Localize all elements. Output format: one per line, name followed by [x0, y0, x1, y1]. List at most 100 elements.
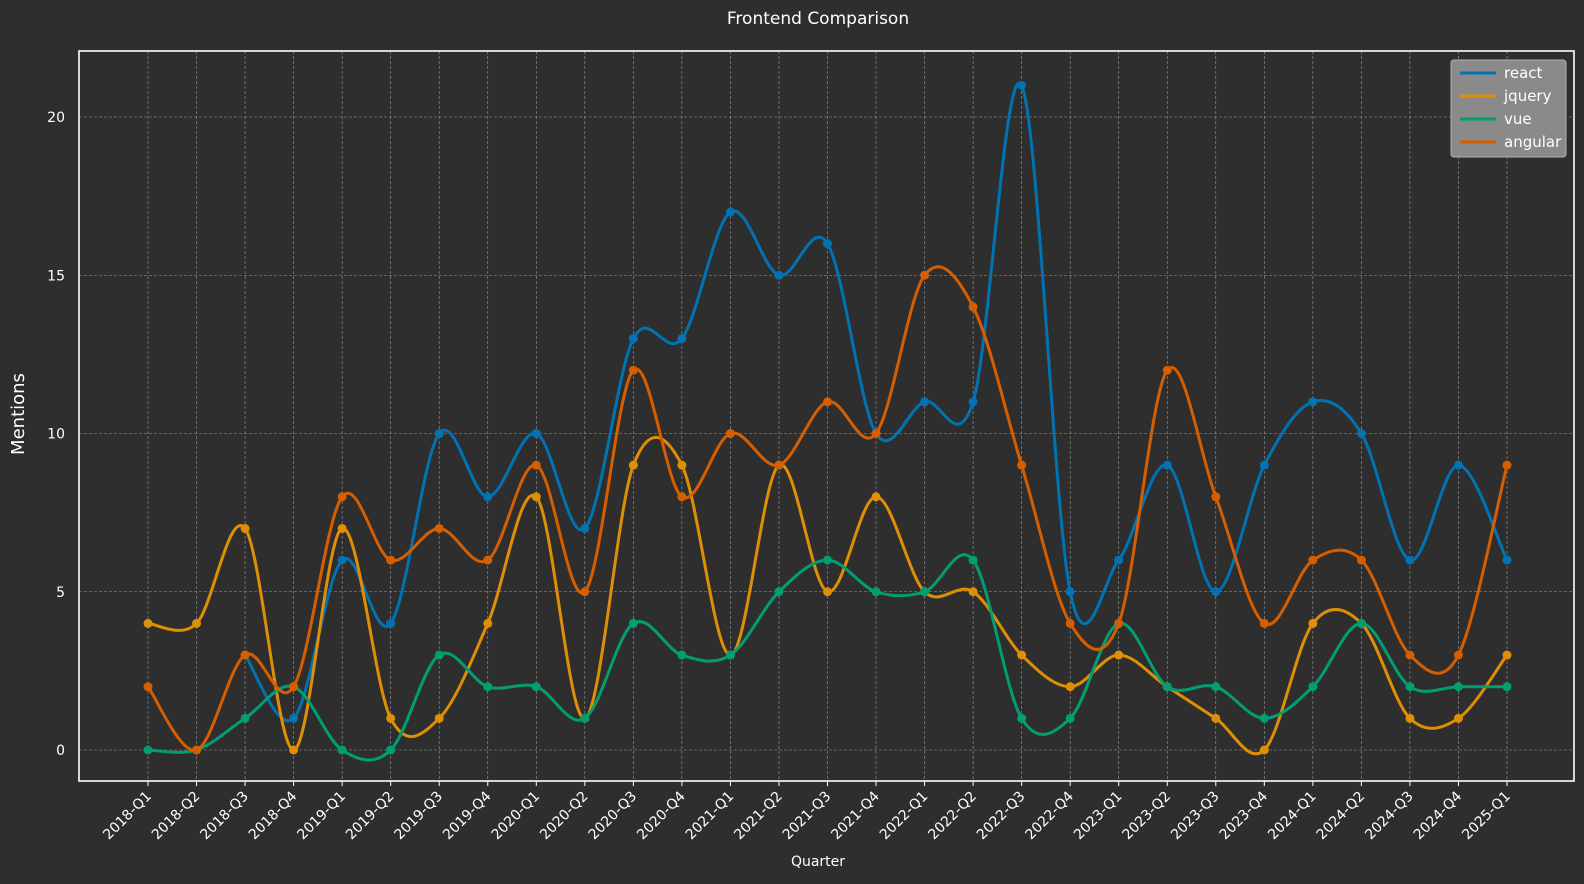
data-point-jquery [871, 492, 881, 502]
x-tick-label: 2023-Q4 [1217, 788, 1272, 843]
data-point-angular [968, 302, 978, 312]
data-point-vue [1065, 713, 1075, 723]
x-tick-label: 2022-Q2 [925, 789, 980, 844]
x-tick-label: 2018-Q3 [197, 789, 252, 844]
y-tick-label: 0 [56, 743, 65, 759]
data-point-vue [677, 650, 687, 660]
x-tick-label: 2020-Q4 [634, 788, 689, 843]
data-point-react [1308, 397, 1318, 407]
x-tick-label: 2019-Q1 [294, 789, 349, 844]
x-tick-label: 2021-Q3 [780, 789, 835, 844]
data-point-jquery [1065, 682, 1075, 692]
data-point-angular [531, 460, 541, 470]
data-point-jquery [1405, 713, 1415, 723]
data-point-vue [725, 650, 735, 660]
data-point-angular [143, 682, 153, 692]
data-point-jquery [531, 492, 541, 502]
data-point-react [725, 207, 735, 217]
series-vue [143, 553, 1512, 762]
data-point-vue [1405, 682, 1415, 692]
x-tick-label: 2023-Q1 [1071, 789, 1126, 844]
x-tick-label: 2023-Q3 [1168, 789, 1223, 844]
x-axis-label: Quarter [791, 854, 845, 870]
data-point-angular [1211, 492, 1221, 502]
data-point-vue [920, 587, 930, 597]
data-point-jquery [628, 460, 638, 470]
data-point-react [1502, 555, 1512, 565]
data-point-vue [337, 745, 347, 755]
data-point-jquery [1259, 745, 1269, 755]
data-point-jquery [143, 618, 153, 628]
data-point-vue [1162, 682, 1172, 692]
data-point-angular [725, 429, 735, 438]
data-point-vue [434, 650, 444, 660]
x-tick-label: 2020-Q1 [489, 789, 544, 844]
x-tick-label: 2020-Q3 [586, 789, 641, 844]
legend-label-angular: angular [1504, 133, 1562, 151]
data-point-angular [192, 745, 202, 755]
chart-title: Frontend Comparison [727, 9, 909, 29]
data-point-angular [1065, 618, 1075, 628]
x-tick-label: 2024-Q3 [1362, 789, 1417, 844]
data-point-jquery [483, 618, 493, 628]
y-tick-label: 10 [47, 427, 65, 443]
data-point-react [1453, 460, 1463, 470]
data-point-jquery [289, 745, 299, 755]
data-point-jquery [1211, 713, 1221, 723]
data-point-vue [483, 682, 493, 692]
data-point-react [1405, 555, 1415, 565]
y-tick-label: 5 [56, 585, 65, 601]
x-tick-label: 2022-Q3 [974, 789, 1029, 844]
data-point-angular [1259, 618, 1269, 628]
data-point-react [1065, 587, 1075, 597]
data-point-vue [1453, 682, 1463, 692]
data-point-jquery [1502, 650, 1512, 660]
x-tick-label: 2024-Q4 [1411, 788, 1466, 843]
data-point-angular [1502, 460, 1512, 470]
x-tick-label: 2023-Q2 [1120, 789, 1175, 844]
x-tick-label: 2021-Q4 [828, 788, 883, 843]
data-point-react [677, 334, 687, 344]
data-point-angular [1453, 650, 1463, 660]
data-point-angular [240, 650, 250, 660]
data-point-angular [628, 365, 638, 375]
data-point-vue [1308, 682, 1318, 692]
data-point-react [1356, 429, 1366, 438]
data-point-angular [580, 587, 590, 597]
x-tick-label: 2019-Q3 [392, 789, 447, 844]
data-point-jquery [1017, 650, 1027, 660]
y-tick-label: 20 [47, 110, 65, 126]
series-jquery [143, 435, 1512, 756]
data-point-angular [337, 492, 347, 502]
data-point-react [1259, 460, 1269, 470]
x-tick-label: 2021-Q2 [731, 789, 786, 844]
data-point-angular [774, 460, 784, 470]
data-point-angular [677, 492, 687, 502]
legend-box [1450, 59, 1567, 158]
data-point-jquery [192, 618, 202, 628]
data-point-angular [1114, 618, 1124, 628]
data-point-react [1211, 587, 1221, 597]
data-point-react [1162, 460, 1172, 470]
data-point-jquery [1114, 650, 1124, 660]
data-point-vue [1017, 713, 1027, 723]
data-point-vue [386, 745, 396, 755]
data-point-angular [1405, 650, 1415, 660]
data-point-react [1114, 555, 1124, 565]
x-tick-label: 2018-Q1 [100, 789, 155, 844]
series-line-jquery [146, 435, 1509, 756]
data-point-vue [871, 587, 881, 597]
x-tick-label: 2025-Q1 [1459, 789, 1514, 844]
legend-label-react: react [1504, 64, 1543, 82]
data-point-react [289, 713, 299, 723]
data-point-react [628, 334, 638, 344]
data-point-vue [580, 713, 590, 723]
tick-layer: 2018-Q12018-Q22018-Q32018-Q42019-Q12019-… [47, 110, 1514, 843]
data-point-react [386, 618, 396, 628]
data-point-react [434, 429, 444, 438]
data-point-angular [823, 397, 832, 407]
data-point-react [774, 270, 784, 280]
data-point-angular [386, 555, 396, 565]
